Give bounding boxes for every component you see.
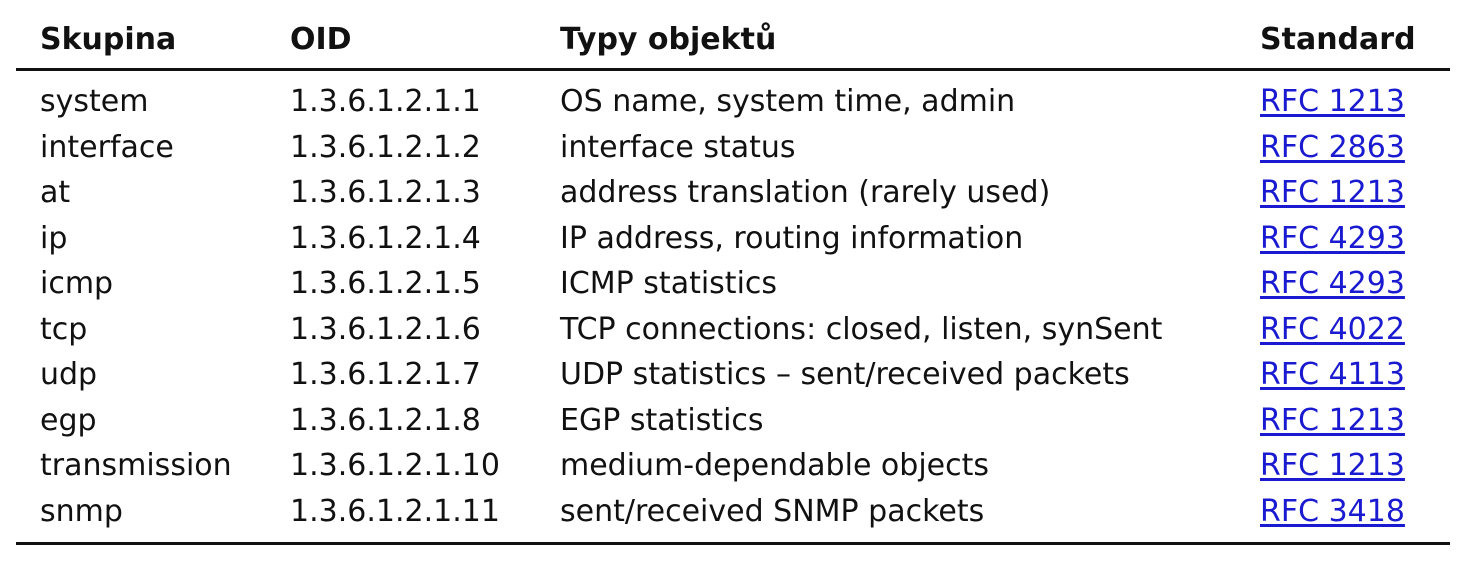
cell-standard: RFC 4113 [1236, 352, 1450, 398]
header-row: Skupina OID Typy objektů Standard [16, 14, 1450, 71]
cell-oid: 1.3.6.1.2.1.6 [290, 311, 481, 347]
table-row: egp 1.3.6.1.2.1.8 EGP statistics RFC 1213 [16, 398, 1450, 444]
cell-types: interface status [560, 129, 796, 165]
cell-types: UDP statistics – sent/received packets [560, 357, 1130, 392]
cell-oid: 1.3.6.1.2.1.2 [290, 129, 481, 165]
cell-standard: RFC 4293 [1236, 216, 1450, 262]
cell-types: TCP connections: closed, listen, synSent [560, 311, 1163, 347]
rfc-link[interactable]: RFC 4022 [1260, 311, 1405, 347]
cell-types: medium-dependable objects [560, 448, 990, 483]
table-row: ip 1.3.6.1.2.1.4 IP address, routing infor… [16, 216, 1450, 262]
rfc-link[interactable]: RFC 4113 [1260, 357, 1405, 392]
cell-types: IP address, routing information [560, 220, 1024, 256]
rfc-link[interactable]: RFC 1213 [1260, 175, 1405, 210]
rfc-link[interactable]: RFC 4293 [1260, 266, 1405, 301]
cell-oid: 1.3.6.1.2.1.1 [290, 84, 481, 119]
rfc-link[interactable]: RFC 4293 [1260, 220, 1405, 256]
rfc-link[interactable]: RFC 2863 [1260, 129, 1405, 165]
cell-standard: RFC 4293 [1236, 261, 1450, 307]
cell-types: address translation (rarely used) [560, 175, 1051, 210]
header-types: Typy objektů [536, 14, 1236, 71]
header-standard: Standard [1236, 14, 1450, 71]
cell-standard: RFC 2863 [1236, 125, 1450, 171]
table-row: transmission 1.3.6.1.2.1.10 medium-dependa… [16, 443, 1450, 489]
cell-types: OS name, system time, admin [560, 84, 1016, 119]
table-row: snmp 1.3.6.1.2.1.11 sent/received SNMP pac… [16, 489, 1450, 544]
table-row: tcp 1.3.6.1.2.1.6 TCP connections: closed,… [16, 307, 1450, 353]
cell-oid: 1.3.6.1.2.1.11 [290, 493, 500, 529]
cell-standard: RFC 1213 [1236, 170, 1450, 216]
rfc-link[interactable]: RFC 1213 [1260, 84, 1405, 119]
cell-group: at [40, 175, 71, 210]
cell-standard: RFC 1213 [1236, 398, 1450, 444]
cell-group: snmp [40, 493, 123, 529]
cell-oid: 1.3.6.1.2.1.3 [290, 175, 481, 210]
table-row: interface 1.3.6.1.2.1.2 interface status RF… [16, 125, 1450, 171]
cell-group: system [40, 84, 149, 119]
mib-groups-table-container: Skupina OID Typy objektů Standard system… [16, 14, 1450, 545]
cell-standard: RFC 3418 [1236, 489, 1450, 544]
cell-group: interface [40, 129, 174, 165]
table-row: system 1.3.6.1.2.1.1 OS name, system time,… [16, 70, 1450, 125]
mib-groups-table: Skupina OID Typy objektů Standard system… [16, 14, 1450, 545]
cell-types: sent/received SNMP packets [560, 493, 985, 529]
cell-oid: 1.3.6.1.2.1.10 [290, 448, 500, 483]
rfc-link[interactable]: RFC 1213 [1260, 402, 1405, 438]
cell-oid: 1.3.6.1.2.1.4 [290, 220, 481, 256]
cell-types: ICMP statistics [560, 266, 778, 301]
cell-oid: 1.3.6.1.2.1.8 [290, 402, 481, 438]
rfc-link[interactable]: RFC 3418 [1260, 493, 1405, 529]
cell-group: ip [40, 220, 68, 256]
header-oid: OID [266, 14, 536, 71]
rfc-link[interactable]: RFC 1213 [1260, 448, 1405, 483]
table-body: system 1.3.6.1.2.1.1 OS name, system time,… [16, 70, 1450, 544]
cell-group: egp [40, 402, 97, 438]
cell-types: EGP statistics [560, 402, 764, 438]
cell-oid: 1.3.6.1.2.1.5 [290, 266, 481, 301]
cell-standard: RFC 1213 [1236, 443, 1450, 489]
table-row: udp 1.3.6.1.2.1.7 UDP statistics – sent/re… [16, 352, 1450, 398]
cell-standard: RFC 1213 [1236, 70, 1450, 125]
cell-group: transmission [40, 448, 232, 483]
table-row: at 1.3.6.1.2.1.3 address translation (rare… [16, 170, 1450, 216]
table-row: icmp 1.3.6.1.2.1.5 ICMP statistics RFC 4293 [16, 261, 1450, 307]
cell-group: udp [40, 357, 98, 392]
cell-group: tcp [40, 311, 88, 347]
header-group: Skupina [16, 14, 266, 71]
cell-standard: RFC 4022 [1236, 307, 1450, 353]
cell-oid: 1.3.6.1.2.1.7 [290, 357, 481, 392]
cell-group: icmp [40, 266, 114, 301]
table-header: Skupina OID Typy objektů Standard [16, 14, 1450, 71]
